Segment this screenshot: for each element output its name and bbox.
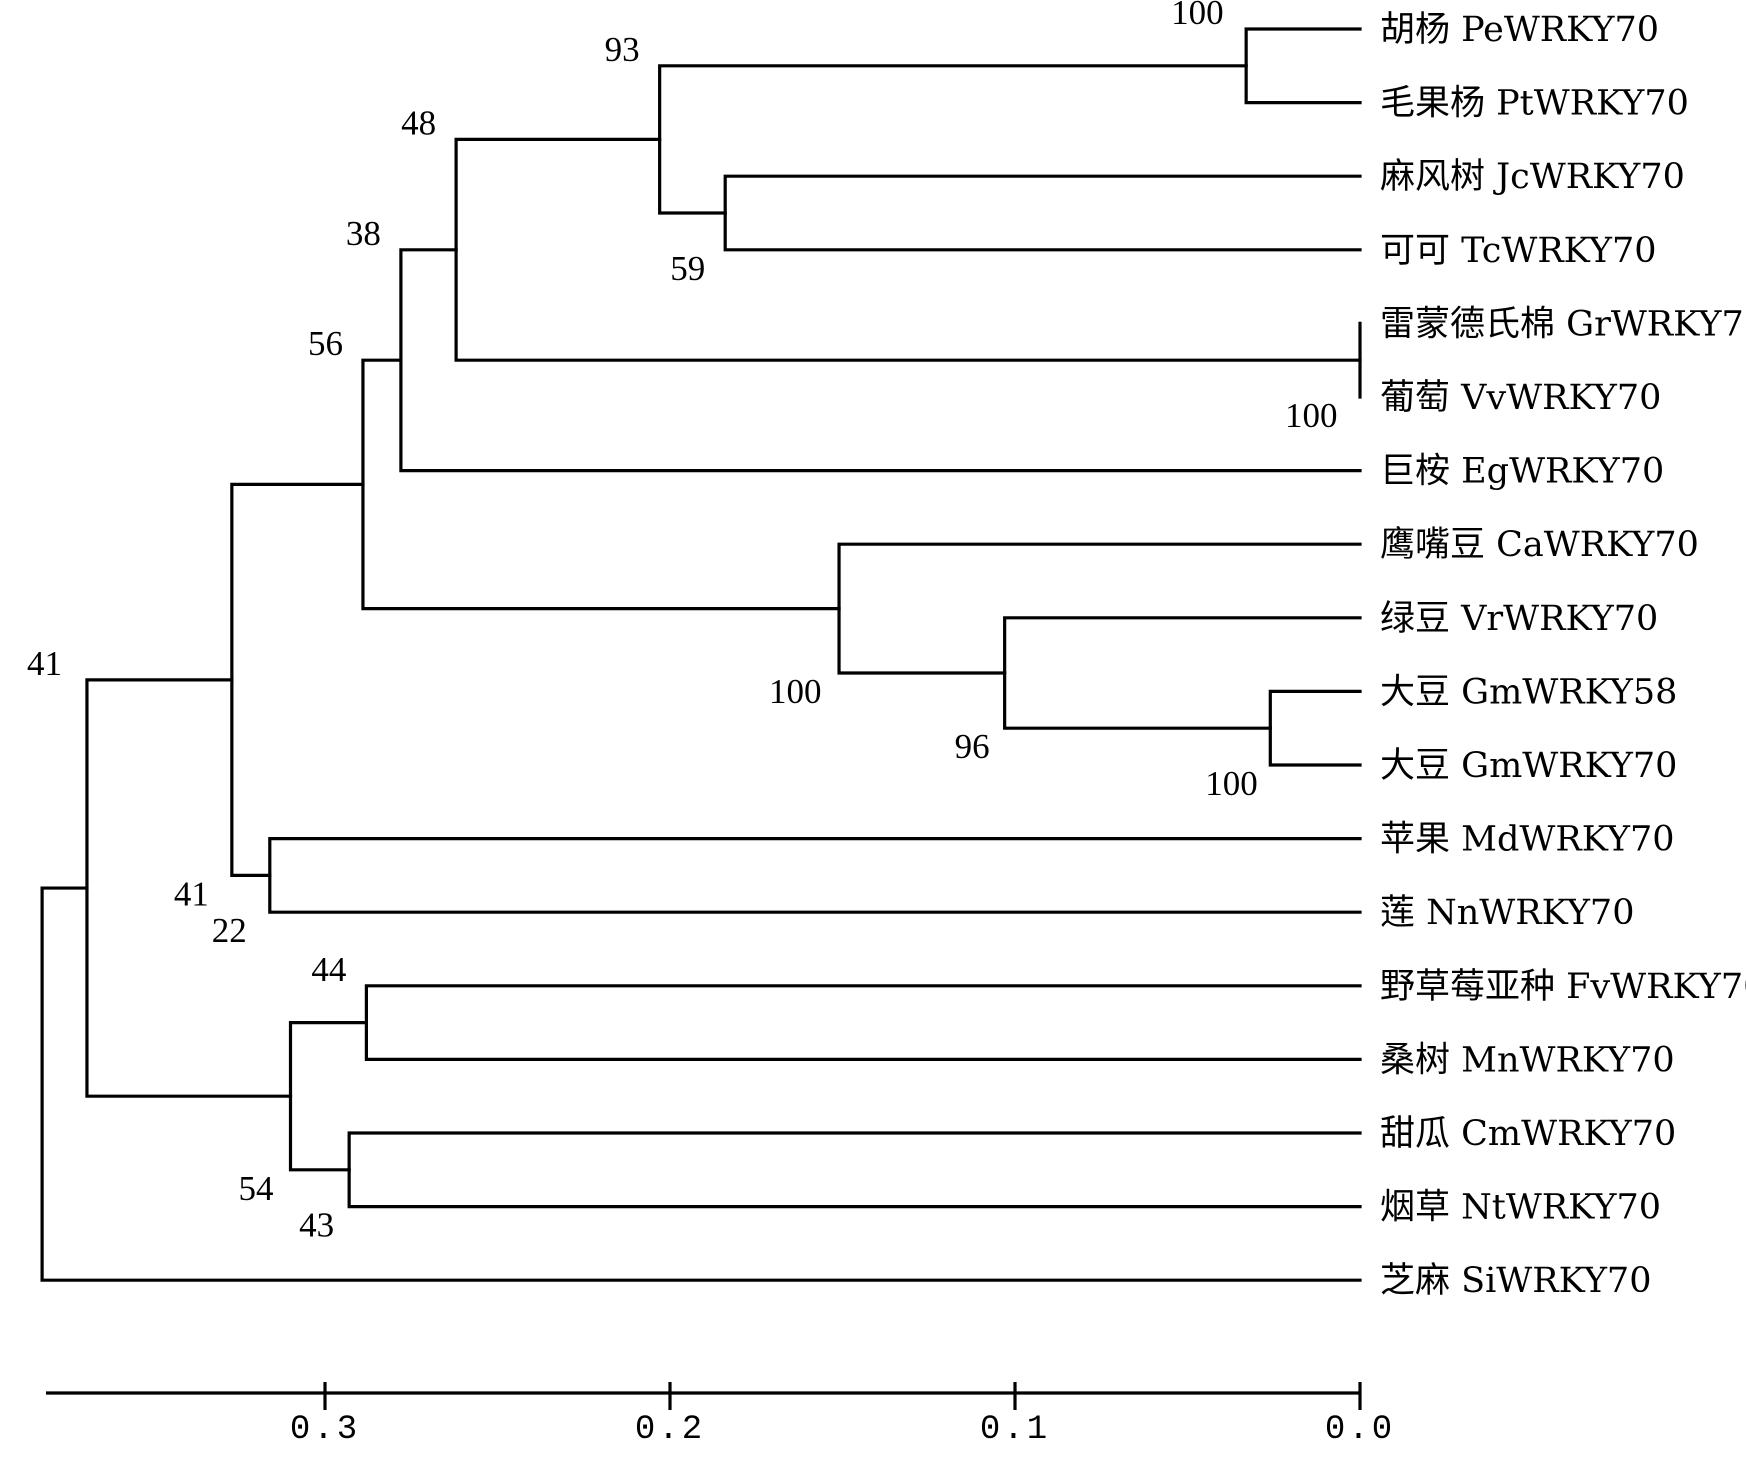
leaf-label: 大豆 GmWRKY58 [1380, 672, 1677, 712]
branch-n11 [268, 837, 1362, 914]
axis-tick-label: 0.1 [980, 1411, 1050, 1449]
branch-n13 [364, 984, 1362, 1061]
bootstrap-value: 100 [1205, 764, 1258, 803]
leaf-label: 巨桉 EgWRKY70 [1380, 452, 1664, 492]
axis-tick-label: 0.0 [1325, 1411, 1395, 1449]
leaf-label: 芝麻 SiWRKY70 [1380, 1261, 1651, 1301]
leaf-label: 葡萄 VvWRKY70 [1380, 378, 1661, 418]
leaf-label: 野草莓亚种 FvWRKY70 [1380, 967, 1746, 1007]
leaf-label: 毛果杨 PtWRKY70 [1380, 84, 1689, 124]
leaf-label: 苹果 MdWRKY70 [1380, 820, 1675, 860]
branch-n1 [1244, 27, 1362, 105]
bootstrap-value: 38 [346, 214, 381, 253]
bootstrap-value: 96 [955, 727, 990, 766]
branch-n14 [347, 1131, 1362, 1209]
leaf-label: 绿豆 VrWRKY70 [1380, 599, 1658, 639]
bootstrap-value: 48 [401, 103, 436, 142]
branch-root [40, 886, 1362, 1282]
tree-branches [40, 27, 1362, 1282]
branch-n8 [1003, 616, 1362, 730]
leaf-labels: 胡杨 PeWRKY70 毛果杨 PtWRKY70 麻风树 JcWRKY70 可可 Tc… [1380, 10, 1746, 1301]
leaf-label: 鹰嘴豆 CaWRKY70 [1380, 525, 1699, 565]
bootstrap-value: 22 [212, 911, 247, 950]
bootstrap-value: 41 [174, 874, 209, 913]
leaf-label: 胡杨 PeWRKY70 [1380, 10, 1659, 50]
branch-n7 [1268, 689, 1362, 767]
axis-tick-label: 0.3 [290, 1411, 360, 1449]
bootstrap-value: 56 [308, 324, 343, 363]
bootstrap-value: 44 [311, 950, 346, 989]
branch-n10 [361, 358, 841, 611]
leaf-label: 麻风树 JcWRKY70 [1380, 157, 1685, 197]
bootstrap-value: 100 [1285, 396, 1338, 435]
axis-ticks: 0.3 0.2 0.1 0.0 [290, 1382, 1395, 1449]
leaf-label: 可可 TcWRKY70 [1380, 231, 1657, 271]
leaf-label: 桑树 MnWRKY70 [1380, 1040, 1675, 1080]
bootstrap-value: 43 [299, 1206, 334, 1245]
bootstrap-value: 41 [27, 644, 62, 683]
bootstrap-value: 100 [769, 672, 822, 711]
bootstrap-value: 59 [670, 249, 705, 288]
leaf-label: 甜瓜 CmWRKY70 [1380, 1114, 1676, 1154]
branch-n3 [658, 64, 1248, 215]
axis-tick-label: 0.2 [635, 1411, 705, 1449]
leaf-label: 莲 NnWRKY70 [1380, 893, 1634, 933]
bootstrap-value: 54 [239, 1169, 274, 1208]
branch-n2 [723, 174, 1362, 252]
bootstrap-value: 93 [605, 30, 640, 69]
branch-n12 [230, 482, 365, 877]
bootstrap-value: 100 [1171, 0, 1224, 32]
leaf-label: 大豆 GmWRKY70 [1380, 746, 1677, 786]
leaf-label: 雷蒙德氏棉 GrWRKY70 [1380, 304, 1746, 344]
branch-n9 [837, 542, 1362, 675]
scale-axis: 0.3 0.2 0.1 0.0 [46, 1382, 1395, 1449]
leaf-label: 烟草 NtWRKY70 [1380, 1188, 1661, 1228]
branch-n15 [288, 1021, 368, 1172]
